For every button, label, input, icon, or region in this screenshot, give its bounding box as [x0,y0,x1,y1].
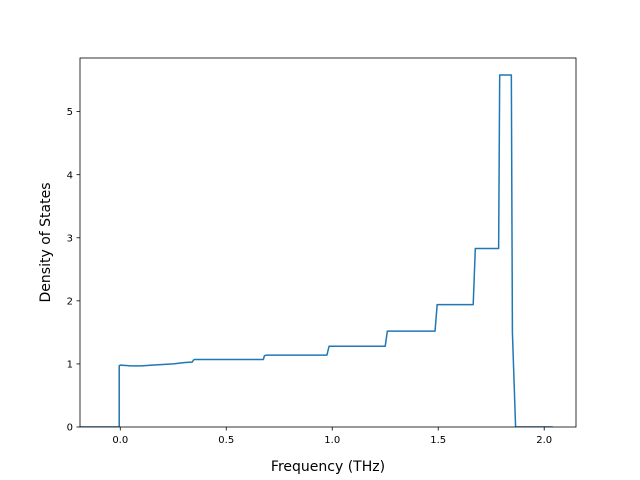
y-axis: 0 1 2 3 4 5 [67,107,80,434]
x-axis-label: Frequency (THz) [271,459,385,475]
x-axis: 0.0 0.5 1.0 1.5 2.0 [112,427,552,446]
x-tick-label: 0.0 [112,435,128,446]
y-tick-label: 2 [67,296,73,307]
y-tick-label: 3 [67,233,73,244]
x-tick-label: 1.5 [430,435,446,446]
y-tick-label: 5 [67,107,73,118]
x-tick-label: 2.0 [536,435,552,446]
axes-frame [79,57,577,428]
x-tick-label: 1.0 [324,435,340,446]
x-tick-label: 0.5 [218,435,234,446]
y-axis-label: Density of States [38,183,54,303]
y-tick-label: 1 [67,360,73,371]
y-tick-label: 4 [67,170,73,181]
plot-area [80,74,553,427]
y-tick-label: 0 [67,423,73,434]
series-line-0 [80,74,553,427]
